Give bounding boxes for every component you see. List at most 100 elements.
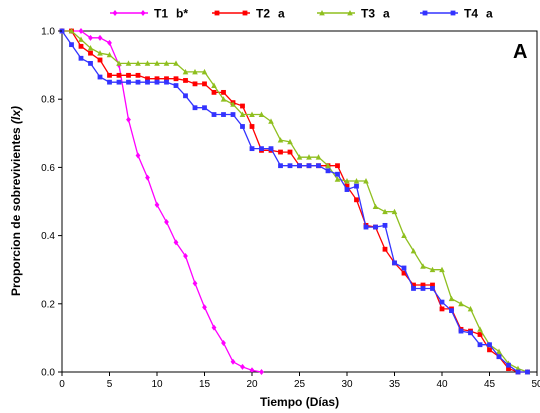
- data-point-t1: [135, 152, 141, 159]
- data-point-t4: [344, 187, 350, 192]
- x-tick-label: 20: [246, 379, 258, 390]
- legend-swatch-marker: [140, 10, 146, 16]
- data-point-t1: [183, 253, 188, 260]
- data-point-t2: [97, 57, 103, 63]
- data-point-t2: [107, 72, 112, 78]
- data-point-t4: [145, 79, 150, 85]
- data-point-t1: [211, 324, 217, 331]
- series-line-t1: [62, 30, 262, 373]
- data-point-t2: [202, 81, 207, 87]
- data-point-t2: [249, 124, 255, 129]
- data-point-t2: [287, 149, 293, 155]
- data-point-t3: [220, 96, 227, 102]
- legend-group-letter: b*: [176, 7, 188, 21]
- series-t1: [59, 28, 264, 375]
- data-point-t4: [506, 362, 511, 368]
- y-axis-title-italic: (lx): [9, 106, 23, 124]
- data-point-t2: [477, 332, 483, 337]
- data-point-t4: [468, 330, 473, 336]
- data-point-t4: [420, 286, 426, 291]
- data-point-t1: [240, 363, 245, 370]
- data-point-t3: [439, 266, 445, 273]
- data-point-t4: [411, 286, 416, 291]
- x-tick-label: 35: [389, 379, 401, 390]
- data-point-t3: [287, 138, 293, 145]
- data-point-t2: [335, 163, 340, 169]
- legend-item-t2: T2 a: [212, 7, 285, 21]
- x-tick-label: 5: [107, 379, 113, 390]
- data-point-t2: [164, 76, 169, 82]
- data-point-t4: [268, 146, 274, 152]
- data-point-t3: [154, 60, 160, 66]
- data-point-t4: [458, 328, 464, 334]
- x-tick-label: 25: [294, 379, 306, 390]
- data-point-t3: [268, 118, 274, 124]
- data-point-t3: [391, 208, 398, 215]
- legend-group-letter: a: [486, 7, 493, 21]
- legend-series-name: T3: [361, 7, 375, 21]
- y-tick-label: 0.6: [41, 163, 55, 174]
- data-point-t3: [192, 68, 198, 75]
- data-point-t2: [135, 72, 141, 78]
- data-point-t2: [382, 246, 388, 252]
- data-point-t2: [183, 78, 188, 83]
- data-point-t4: [126, 79, 131, 85]
- data-point-t4: [316, 163, 321, 169]
- x-tick-label: 10: [151, 379, 163, 390]
- data-point-t3: [135, 60, 141, 66]
- data-point-t4: [392, 260, 397, 266]
- data-point-t4: [278, 163, 283, 169]
- legend-swatch-marker: [450, 10, 456, 16]
- data-point-t2: [221, 89, 226, 95]
- data-point-t1: [97, 34, 103, 41]
- data-point-t1: [145, 174, 150, 181]
- legend-series-name: T4: [464, 7, 478, 21]
- data-point-t4: [116, 79, 122, 85]
- x-axis-title: Tiempo (Días): [260, 395, 339, 409]
- legend-swatch-marker: [347, 10, 353, 16]
- data-point-t2: [154, 76, 160, 82]
- data-point-t2: [487, 347, 492, 353]
- data-point-t3: [429, 266, 436, 273]
- data-point-t2: [411, 282, 416, 288]
- data-point-t2: [344, 183, 350, 189]
- data-point-t1: [173, 239, 179, 246]
- x-tick-label: 45: [484, 379, 496, 390]
- data-point-t3: [116, 60, 122, 66]
- data-point-t3: [420, 263, 426, 269]
- data-point-t3: [106, 51, 113, 58]
- data-point-t3: [315, 154, 322, 160]
- data-point-t4: [496, 354, 502, 360]
- data-point-t3: [363, 178, 369, 184]
- data-point-t3: [334, 176, 341, 182]
- data-point-t3: [410, 247, 417, 254]
- data-point-t1: [202, 304, 207, 311]
- data-point-t1: [192, 280, 198, 287]
- data-point-t4: [487, 342, 492, 348]
- data-point-t3: [163, 60, 170, 66]
- x-tick-label: 30: [341, 379, 353, 390]
- legend-series-name: T2: [256, 7, 270, 21]
- legend-swatch-marker: [242, 10, 248, 16]
- data-point-t3: [496, 348, 502, 354]
- data-point-t4: [477, 342, 483, 348]
- data-point-t4: [183, 93, 188, 99]
- data-point-t2: [173, 76, 179, 82]
- x-tick-label: 50: [531, 379, 540, 390]
- y-tick-label: 0.2: [41, 299, 55, 310]
- data-point-t3: [239, 111, 246, 117]
- data-point-t3: [211, 82, 217, 88]
- data-point-t4: [173, 83, 179, 88]
- data-point-t3: [344, 178, 350, 184]
- y-axis-title-main: Proporcion de sobrevivientes: [9, 124, 23, 296]
- y-axis-ticks: 0.0 0.2 0.4 0.6 0.8 1.0: [41, 27, 62, 379]
- data-point-t2: [430, 282, 435, 288]
- data-point-t3: [448, 295, 455, 302]
- data-point-t4: [306, 163, 312, 169]
- data-point-t4: [107, 79, 112, 85]
- data-point-t2: [240, 103, 245, 109]
- data-point-t4: [354, 183, 359, 189]
- data-point-t4: [401, 265, 407, 271]
- data-point-t4: [297, 163, 302, 169]
